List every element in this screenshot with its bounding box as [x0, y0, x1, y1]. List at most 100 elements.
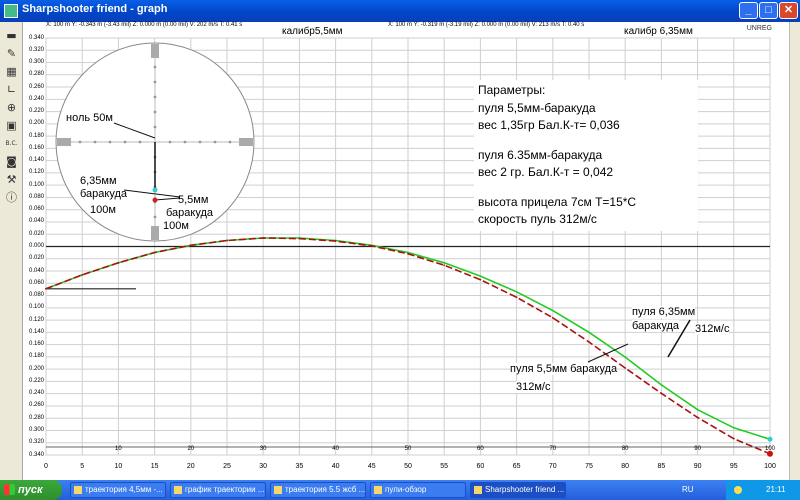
close-button[interactable]: ✕ [779, 2, 798, 19]
green-pointer [667, 319, 691, 358]
mil-dot [153, 215, 157, 219]
task-item-active[interactable]: Sharpshooter friend ... [470, 482, 566, 498]
tray-icon[interactable] [734, 486, 742, 494]
caliber-left-label: калибр5,5мм [278, 26, 347, 37]
minimize-button[interactable]: _ [739, 2, 758, 19]
b55-label-b: баракуда [166, 207, 214, 219]
bc-icon[interactable]: B.C. [5, 140, 18, 147]
save-icon[interactable]: ▬ [6, 29, 17, 42]
start-button[interactable]: пуск [0, 480, 62, 500]
crosshair-icon[interactable]: ⊕ [6, 101, 17, 114]
task-item[interactable]: график траектории ... [170, 482, 266, 498]
params-line4: вес 2 гр. Бал.К-т = 0,042 [478, 165, 614, 179]
x-tick-label: 15 [150, 463, 159, 470]
language-indicator[interactable]: RU [682, 485, 694, 494]
maximize-button[interactable]: □ [759, 2, 778, 19]
y-tick-label: 0.120 [28, 169, 44, 176]
y-tick-label: 0.020 [28, 230, 44, 237]
data-point [117, 261, 120, 264]
x-tick-label: 45 [367, 463, 376, 470]
mil-dot [153, 110, 157, 114]
pencil-icon[interactable]: ✎ [6, 47, 17, 60]
data-point [334, 240, 337, 242]
mil-dot [228, 140, 232, 144]
y-tick-label: 0.260 [28, 402, 44, 409]
x-tick-label: 40 [331, 463, 340, 470]
x-tick-label: 5 [80, 463, 85, 470]
mil-dot [183, 140, 187, 144]
trajectory-chart [45, 37, 773, 457]
y-tick-label: 0.000 [28, 243, 44, 249]
x-secondary-tick-label: 10 [115, 446, 122, 452]
data-point [479, 278, 482, 281]
caliber-right-label: калибр 6,35мм [620, 26, 697, 37]
info-icon[interactable]: ⓘ [6, 191, 17, 204]
b635-label-a: 6,35мм [80, 175, 117, 187]
data-point [81, 274, 84, 276]
y-tick-label: 0.020 [28, 255, 44, 262]
mil-dot [108, 140, 112, 144]
x-tick-label: 20 [186, 463, 195, 470]
zero-pointer [113, 122, 156, 139]
task-label: траектория 4,5мм -... [85, 485, 163, 494]
binoculars-icon[interactable]: ◙ [6, 155, 17, 168]
data-point [443, 261, 446, 264]
mil-dot [153, 95, 157, 99]
y-tick-label: 0.260 [28, 83, 44, 90]
data-point [660, 383, 663, 386]
mil-dot [93, 140, 97, 144]
y-tick-label: 0.040 [28, 218, 44, 225]
task-item[interactable]: пули-обзор [370, 482, 466, 498]
task-item[interactable]: траектория 4,5мм -... [70, 482, 166, 498]
data-point [153, 251, 156, 254]
x-secondary-tick-label: 60 [477, 446, 484, 452]
mil-dot [213, 140, 217, 144]
y-tick-label: 0.120 [28, 316, 44, 323]
ammo-icon[interactable]: ▣ [6, 119, 17, 132]
y-tick-label: 0.280 [28, 71, 44, 78]
params-line6: скорость пуль 312м/с [478, 212, 597, 226]
mil-dot [198, 140, 202, 144]
document-icon [174, 486, 182, 494]
folder-icon [374, 486, 382, 494]
x-tick-label: 60 [476, 463, 485, 470]
y-tick-label: 0.200 [28, 365, 44, 372]
data-point [660, 392, 663, 395]
x-tick-label: 10 [114, 463, 123, 470]
trajectory-curves [45, 237, 773, 457]
mil-dot [78, 140, 82, 144]
data-point [298, 237, 301, 240]
y-tick-label: 0.160 [28, 341, 44, 348]
data-point [443, 264, 446, 267]
y-tick-label: 0.240 [28, 390, 44, 397]
x-tick-label: 70 [548, 463, 557, 470]
data-point [551, 316, 554, 319]
mil-dot [138, 140, 142, 144]
x-secondary-tick-label: 70 [549, 446, 557, 452]
scope-post-bottom [151, 226, 159, 240]
y-tick-label: 0.280 [28, 414, 44, 421]
y-tick-label: 0.320 [28, 46, 44, 53]
x-tick-label: 85 [657, 463, 666, 470]
windows-flag-icon [4, 484, 15, 495]
y-tick-label: 0.300 [28, 426, 44, 433]
y-tick-label: 0.180 [28, 353, 44, 360]
green-annotation-c: 312м/с [695, 323, 730, 335]
data-point [370, 244, 373, 247]
mil-dot [123, 140, 127, 144]
axis-icon[interactable]: ∟ [6, 83, 17, 96]
grid-icon[interactable]: ▦ [6, 65, 17, 78]
scope-post-top [151, 44, 159, 58]
task-item[interactable]: траектория 5.5 жсб ... [270, 482, 366, 498]
wrench-icon[interactable]: ⚒ [6, 173, 17, 186]
y-tick-label: 0.100 [28, 181, 44, 188]
red-pointer [587, 343, 629, 363]
data-point [588, 331, 590, 334]
y-tick-label: 0.180 [28, 132, 44, 139]
y-tick-label: 0.160 [28, 144, 44, 151]
data-point [696, 408, 699, 411]
mil-dot [153, 65, 157, 69]
data-point [732, 426, 735, 429]
data-point [407, 252, 409, 255]
params-line3: пуля 6.35мм-баракуда [478, 147, 603, 162]
